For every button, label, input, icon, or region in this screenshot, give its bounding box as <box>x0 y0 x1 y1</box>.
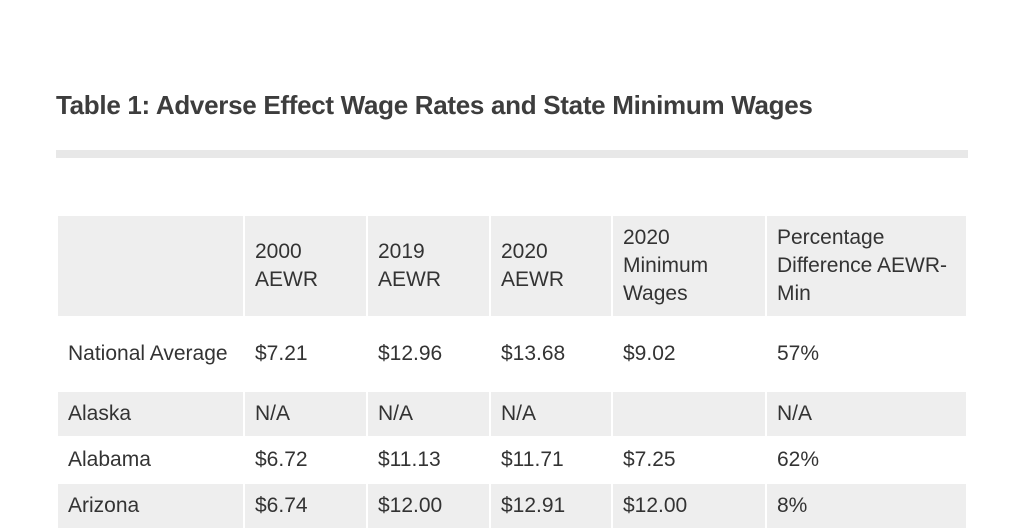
header-cell-2020-aewr: 2020 AEWR <box>489 214 613 318</box>
table-row: Arizona $6.74 $12.00 $12.91 $12.00 8% <box>56 482 968 530</box>
wage-table: 2000 AEWR 2019 AEWR 2020 AEWR 2020 Minim… <box>56 214 968 530</box>
row-label: Alabama <box>56 436 245 484</box>
table-cell: N/A <box>765 390 968 438</box>
header-row: 2000 AEWR 2019 AEWR 2020 AEWR 2020 Minim… <box>56 214 968 318</box>
table-cell: N/A <box>489 390 613 438</box>
table-cell: $11.71 <box>489 436 613 484</box>
table-cell: 57% <box>765 316 968 392</box>
header-cell-2000-aewr: 2000 AEWR <box>243 214 368 318</box>
table-cell: $6.74 <box>243 482 368 530</box>
table-cell: $11.13 <box>366 436 491 484</box>
row-label: Arizona <box>56 482 245 530</box>
title-divider <box>56 150 968 158</box>
table-row: Alabama $6.72 $11.13 $11.71 $7.25 62% <box>56 436 968 484</box>
table-cell: 8% <box>765 482 968 530</box>
row-label: National Average <box>56 316 245 392</box>
row-label: Alaska <box>56 390 245 438</box>
table-cell: $12.96 <box>366 316 491 392</box>
table-title: Table 1: Adverse Effect Wage Rates and S… <box>56 90 813 120</box>
table-cell: $12.00 <box>366 482 491 530</box>
table-cell: $7.25 <box>611 436 767 484</box>
table-cell: N/A <box>366 390 491 438</box>
table-cell <box>611 390 767 438</box>
table-row: Alaska N/A N/A N/A N/A <box>56 390 968 438</box>
table-cell: $9.02 <box>611 316 767 392</box>
header-cell-state <box>56 214 245 318</box>
table-cell: $7.21 <box>243 316 368 392</box>
table-row: National Average $7.21 $12.96 $13.68 $9.… <box>56 316 968 392</box>
table-cell: $6.72 <box>243 436 368 484</box>
table-cell: $13.68 <box>489 316 613 392</box>
header-cell-2019-aewr: 2019 AEWR <box>366 214 491 318</box>
table-cell: N/A <box>243 390 368 438</box>
header-cell-2020-min-wage: 2020 Minimum Wages <box>611 214 767 318</box>
table-cell: $12.00 <box>611 482 767 530</box>
header-cell-pct-diff: Percentage Difference AEWR-Min <box>765 214 968 318</box>
table-cell: 62% <box>765 436 968 484</box>
table-cell: $12.91 <box>489 482 613 530</box>
